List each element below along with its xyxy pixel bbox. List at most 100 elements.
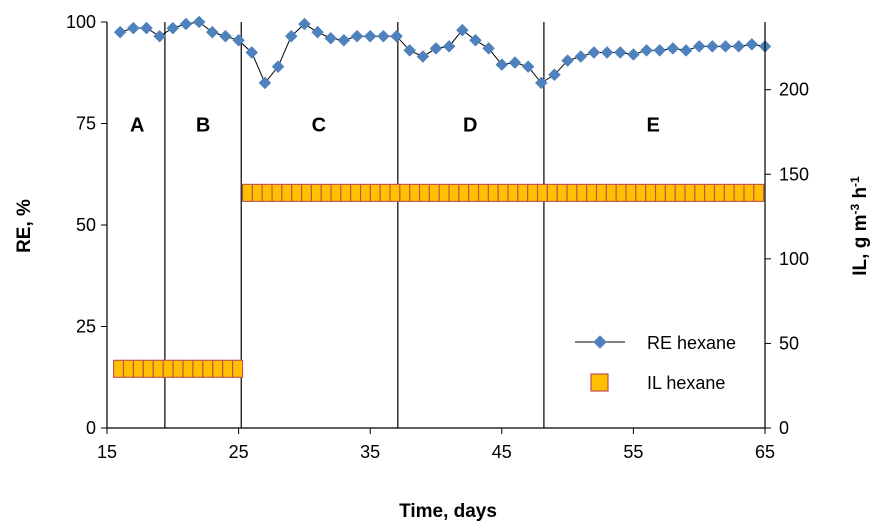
- x-tick-label: 45: [492, 442, 512, 462]
- phase-label-d: D: [463, 115, 477, 137]
- il-hexane-point: [595, 183, 607, 202]
- il-hexane-point: [340, 183, 352, 202]
- legend-re-label: RE hexane: [647, 333, 736, 353]
- y2-axis-title-sup1: -3: [848, 204, 862, 215]
- re-hexane-point: [390, 29, 403, 43]
- il-hexane-point: [586, 183, 598, 202]
- il-hexane-point: [428, 183, 440, 202]
- il-hexane-point: [310, 183, 322, 202]
- il-hexane-point: [261, 183, 273, 202]
- il-hexane-point: [645, 183, 657, 202]
- il-hexane-point: [674, 183, 686, 202]
- il-hexane-point: [477, 183, 489, 202]
- il-hexane-point: [438, 183, 450, 202]
- il-hexane-point: [409, 183, 421, 202]
- x-tick-label: 35: [360, 442, 380, 462]
- re-hexane-point: [719, 40, 732, 53]
- re-hexane-point: [482, 42, 495, 55]
- re-hexane-point: [679, 44, 693, 57]
- il-hexane-point: [664, 183, 676, 202]
- re-hexane-point: [403, 44, 417, 57]
- il-hexane-point: [379, 183, 391, 202]
- re-hexane-point: [232, 33, 245, 47]
- il-hexane-point: [694, 183, 706, 202]
- phase-label-b: B: [196, 115, 210, 137]
- re-hexane-point: [271, 60, 285, 74]
- il-hexane-point: [162, 359, 174, 378]
- il-hexane-point: [281, 183, 293, 202]
- il-hexane-point: [418, 183, 430, 202]
- y2-tick-label: 150: [779, 164, 809, 184]
- legend-il-marker: [590, 373, 609, 392]
- il-hexane-point: [566, 183, 578, 202]
- y2-tick-label: 50: [779, 333, 799, 353]
- phase-label-c: C: [312, 115, 326, 137]
- il-hexane-point: [507, 183, 519, 202]
- il-hexane-point: [202, 359, 214, 378]
- il-hexane-point: [684, 183, 696, 202]
- il-hexane-point: [182, 359, 194, 378]
- il-hexane-point: [723, 183, 735, 202]
- re-hexane-point: [653, 44, 667, 57]
- y2-axis-title-mid: h: [850, 187, 871, 204]
- legend: RE hexane IL hexane: [575, 333, 736, 393]
- re-hexane-point: [192, 15, 206, 29]
- re-hexane-point: [455, 23, 469, 37]
- il-hexane-point: [536, 183, 548, 202]
- il-hexane-point: [556, 183, 568, 202]
- il-hexane-point: [300, 183, 312, 202]
- il-hexane-point: [576, 183, 588, 202]
- axes: [101, 21, 771, 434]
- il-hexane-point: [142, 359, 154, 378]
- il-hexane-point: [733, 183, 745, 202]
- il-hexane-point: [172, 359, 184, 378]
- x-tick-label: 65: [755, 442, 775, 462]
- il-hexane-point: [122, 359, 134, 378]
- y2-tick-label: 0: [779, 418, 789, 438]
- x-tick-label: 25: [229, 442, 249, 462]
- re-hexane-point: [534, 76, 548, 90]
- re-hexane-point: [205, 25, 219, 39]
- re-hexane-point: [113, 25, 127, 39]
- il-hexane-point: [487, 183, 499, 202]
- re-hexane-point: [245, 46, 259, 59]
- il-hexane-point: [251, 183, 263, 202]
- y-axis-title: RE, %: [14, 199, 35, 253]
- legend-re-marker: [593, 335, 607, 349]
- re-hexane-point: [640, 44, 653, 57]
- il-hexane-point: [527, 183, 539, 202]
- re-hexane-point: [126, 21, 140, 35]
- re-hexane-point: [521, 60, 535, 74]
- il-hexane-point: [212, 359, 224, 378]
- re-hexane-point: [324, 31, 338, 45]
- il-hexane-point: [222, 359, 234, 378]
- il-hexane-point: [615, 183, 627, 202]
- il-hexane-point: [271, 183, 283, 202]
- il-hexane-point: [320, 183, 332, 202]
- re-hexane-point: [166, 21, 180, 35]
- re-hexane-point: [219, 29, 232, 43]
- il-hexane-point: [605, 183, 617, 202]
- il-hexane-point: [113, 359, 125, 378]
- re-hexane-point: [284, 29, 298, 43]
- re-hexane-point: [706, 40, 719, 53]
- phase-labels: A B C D E: [130, 115, 660, 137]
- il-hexane-point: [497, 183, 509, 202]
- re-hexane-point: [337, 33, 351, 47]
- re-hexane-point: [429, 42, 443, 55]
- il-hexane-point: [192, 359, 204, 378]
- il-hexane-point: [389, 183, 401, 202]
- il-hexane-point: [546, 183, 558, 202]
- il-hexane-point: [232, 359, 244, 378]
- re-hexane-series: [113, 15, 772, 90]
- re-hexane-point: [508, 56, 522, 69]
- re-hexane-point: [416, 50, 430, 63]
- re-hexane-point: [140, 21, 153, 35]
- re-hexane-point: [377, 29, 390, 43]
- phase-label-e: E: [646, 115, 659, 137]
- re-hexane-point: [548, 68, 561, 82]
- il-hexane-series: [113, 183, 765, 378]
- x-tick-label: 15: [97, 442, 117, 462]
- il-hexane-point: [458, 183, 470, 202]
